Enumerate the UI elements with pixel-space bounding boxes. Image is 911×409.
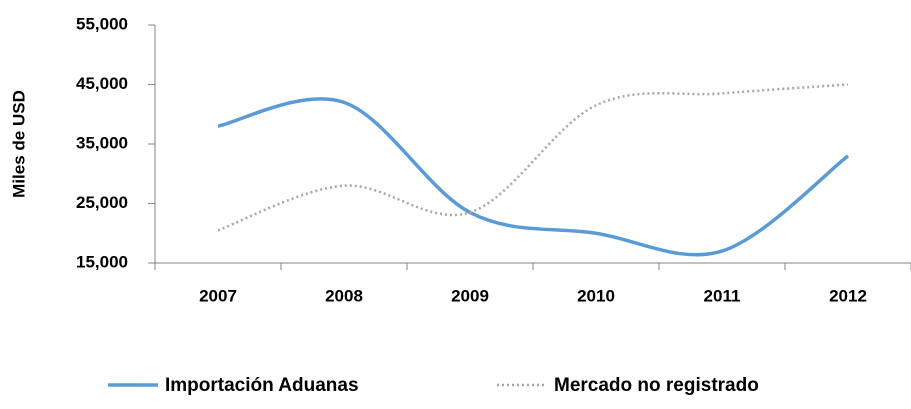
y-tick-label: 35,000 (76, 133, 128, 152)
y-tick-label: 55,000 (76, 14, 128, 33)
legend-label: Importación Aduanas (165, 375, 359, 396)
x-tick-label: 2011 (704, 286, 741, 305)
y-tick-label: 25,000 (76, 193, 128, 212)
y-tick-label: 15,000 (76, 252, 128, 271)
x-tick-label: 2009 (451, 286, 489, 305)
series-line (217, 97, 850, 257)
y-tick-label: 45,000 (76, 74, 128, 93)
x-tick-label: 2012 (829, 286, 867, 305)
y-axis-label: Miles de USD (9, 90, 28, 198)
series-line (217, 83, 849, 232)
x-tick-label: 2008 (325, 286, 363, 305)
x-tick-label: 2007 (199, 286, 237, 305)
legend-label: Mercado no registrado (554, 375, 759, 396)
x-tick-label: 2010 (577, 286, 615, 305)
